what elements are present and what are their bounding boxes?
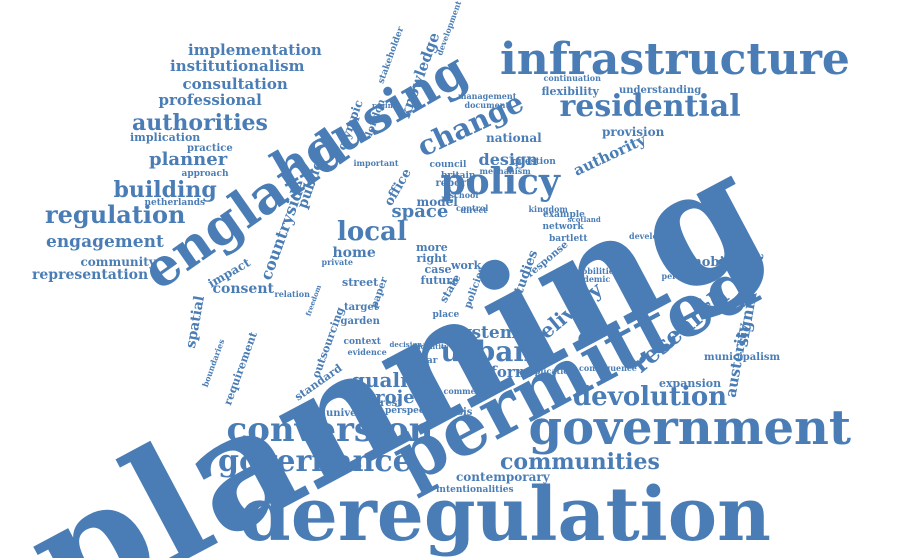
word-private: private	[322, 258, 353, 266]
word-professional: professional	[159, 93, 262, 108]
word-school: school	[450, 191, 479, 199]
word-scotland: scotland	[568, 216, 601, 223]
word-mechanism: mechanism	[480, 167, 531, 175]
word-evidence: evidence	[348, 348, 387, 356]
word-mobility: mobility	[688, 256, 748, 269]
word-academic: academic	[568, 275, 610, 283]
word-decision: decision	[390, 341, 423, 348]
word-bartlett: bartlett	[549, 235, 587, 244]
word-street: street	[342, 277, 378, 288]
word-context: context	[344, 338, 381, 347]
word-document: document	[465, 101, 510, 109]
word-expansion: expansion	[659, 378, 721, 389]
word-university: university	[326, 409, 382, 419]
word-regime: regime	[372, 102, 400, 109]
word-council: council	[430, 161, 467, 170]
word-developer: developer	[629, 232, 673, 240]
word-continuation: continuation	[544, 74, 601, 82]
word-institutionalism: institutionalism	[170, 59, 304, 74]
word-implication: implication	[130, 132, 200, 143]
word-report: report	[436, 179, 471, 189]
word-approach: approach	[182, 170, 229, 179]
word-understanding: understanding	[619, 86, 701, 96]
word-provision: provision	[602, 126, 664, 138]
word-particular: particular	[387, 357, 437, 366]
word-implementation: implementation	[188, 43, 322, 58]
word-identity: identity	[418, 343, 448, 350]
word-work: work	[451, 260, 481, 271]
word-contemporary: contemporary	[456, 471, 550, 483]
word-practice: practice	[187, 144, 233, 154]
word-consultation: consultation	[183, 77, 288, 92]
word-management: management	[458, 92, 516, 100]
word-municipalism: municipalism	[704, 353, 780, 363]
word-community: community	[81, 256, 156, 268]
word-flexibility: flexibility	[542, 86, 599, 97]
word-place: place	[433, 311, 460, 320]
word-commercial: commercial	[444, 387, 497, 395]
word-more: more	[416, 242, 448, 253]
word-intentionalities: intentionalities	[436, 486, 514, 495]
word-control: control	[456, 204, 488, 212]
word-consequence: consequence	[579, 364, 637, 372]
word-case: case	[425, 264, 452, 275]
word-perspective: perspective	[385, 407, 443, 416]
word-local: local	[337, 219, 407, 245]
word-application: application	[524, 367, 574, 375]
word-engagement: engagement	[46, 234, 164, 251]
word-representation: representation	[32, 268, 148, 282]
word-national: national	[486, 132, 542, 144]
word-performance: performance	[662, 272, 719, 280]
word-governance: governance	[218, 447, 412, 477]
word-system: system	[452, 325, 518, 342]
word-garden: garden	[341, 317, 380, 327]
word-spatial: spatial	[183, 295, 206, 350]
word-netherlands: netherlands	[145, 199, 206, 208]
word-relation: relation	[275, 290, 310, 298]
word-network: network	[543, 223, 584, 232]
word-important: important	[354, 159, 399, 167]
word-reform: reform	[473, 365, 531, 380]
